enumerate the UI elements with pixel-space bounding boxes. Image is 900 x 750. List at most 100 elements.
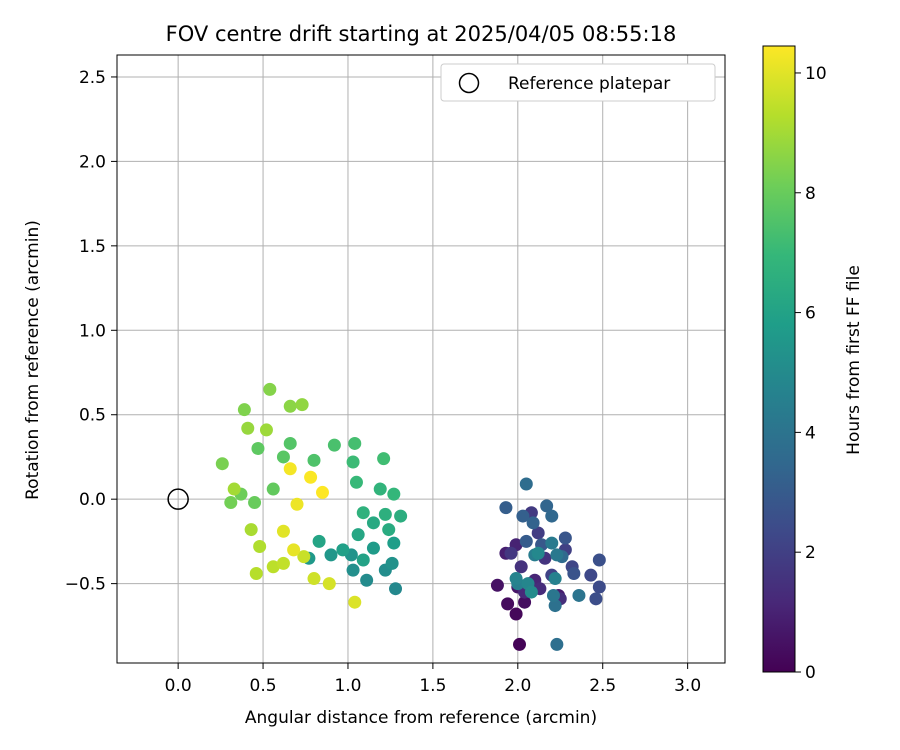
data-point [490, 578, 504, 592]
grid [117, 55, 725, 663]
data-point [283, 462, 297, 476]
colorbar: 0 2 4 6 8 10 Hours from first FF file [762, 45, 864, 683]
data-point [295, 398, 309, 412]
data-point [259, 423, 273, 437]
data-point [244, 523, 258, 537]
data-point [516, 509, 530, 523]
data-point [501, 597, 515, 611]
data-point [394, 509, 408, 523]
data-point [504, 546, 518, 560]
data-point [550, 548, 564, 562]
data-point [509, 607, 523, 621]
colorbar-ticks: 0 2 4 6 8 10 [795, 64, 827, 683]
x-tick-label: 1.0 [334, 676, 361, 696]
data-point [224, 496, 238, 510]
legend-entry-reference: Reference platepar [508, 74, 670, 94]
colorbar-tick-label: 8 [805, 184, 816, 204]
legend-circle-marker-icon [458, 72, 480, 94]
data-point [283, 436, 297, 450]
data-point [567, 566, 581, 580]
data-point [327, 438, 341, 452]
data-point [304, 470, 318, 484]
data-point [276, 450, 290, 464]
colorbar-tick-label: 4 [805, 423, 816, 443]
colorbar-gradient [762, 45, 796, 673]
data-point [356, 506, 370, 520]
data-point [524, 585, 538, 599]
data-point [378, 507, 392, 521]
data-point [382, 523, 396, 537]
data-point [514, 560, 528, 574]
y-tick-label: −0.5 [65, 575, 106, 595]
data-point [241, 421, 255, 435]
data-point [592, 580, 606, 594]
data-point [346, 455, 360, 469]
data-point [215, 457, 229, 471]
data-point [509, 572, 523, 586]
x-tick-label: 0.5 [250, 676, 277, 696]
data-point [249, 566, 263, 580]
chart-title: FOV centre drift starting at 2025/04/05 … [166, 22, 677, 46]
data-point [290, 497, 304, 511]
data-point [526, 516, 540, 530]
data-points [215, 382, 606, 651]
data-point [276, 524, 290, 538]
data-point [297, 550, 311, 564]
data-point [545, 536, 559, 550]
data-point [377, 452, 391, 466]
data-point [283, 399, 297, 413]
data-point [546, 588, 560, 602]
data-point [545, 509, 559, 523]
y-tick-label: 0.0 [79, 490, 106, 510]
x-axis-label: Angular distance from reference (arcmin) [245, 708, 597, 728]
colorbar-tick-label: 2 [805, 543, 816, 563]
data-point [385, 556, 399, 570]
data-point [266, 482, 280, 496]
data-point [589, 592, 603, 606]
data-point [387, 487, 401, 501]
data-point [518, 595, 532, 609]
y-axis-ticks: −0.5 0.0 0.5 1.0 1.5 2.0 2.5 [65, 68, 117, 595]
data-point [548, 599, 562, 613]
data-point [248, 496, 262, 510]
data-point [263, 382, 277, 396]
y-tick-label: 2.5 [79, 68, 106, 88]
y-axis-label: Rotation from reference (arcmin) [23, 220, 43, 500]
data-point [550, 637, 564, 651]
data-point [360, 573, 374, 587]
colorbar-tick-label: 10 [805, 64, 827, 84]
x-tick-label: 1.5 [419, 676, 446, 696]
data-point [237, 403, 251, 417]
data-point [307, 572, 321, 586]
x-tick-label: 2.5 [589, 676, 616, 696]
data-point [356, 553, 370, 567]
x-tick-label: 3.0 [674, 676, 701, 696]
data-point [348, 436, 362, 450]
colorbar-tick-label: 0 [805, 663, 816, 683]
data-point [499, 501, 513, 515]
y-tick-label: 1.0 [79, 321, 106, 341]
reference-platepar-marker [167, 488, 189, 510]
data-point [548, 572, 562, 586]
data-point [558, 531, 572, 545]
data-point [540, 499, 554, 513]
data-point [519, 477, 533, 491]
data-point [366, 541, 380, 555]
data-point [348, 595, 362, 609]
data-point [584, 568, 598, 582]
data-point [322, 577, 336, 591]
data-point [513, 637, 527, 651]
x-tick-label: 2.0 [504, 676, 531, 696]
data-point [531, 546, 545, 560]
data-point [349, 475, 363, 489]
data-point [519, 534, 533, 548]
data-point [389, 582, 403, 596]
data-point [351, 528, 365, 542]
data-point [251, 442, 265, 456]
data-point [276, 556, 290, 570]
y-tick-label: 1.5 [79, 237, 106, 257]
data-point [373, 482, 387, 496]
legend: Reference platepar [440, 63, 716, 102]
x-tick-label: 0.0 [165, 676, 192, 696]
